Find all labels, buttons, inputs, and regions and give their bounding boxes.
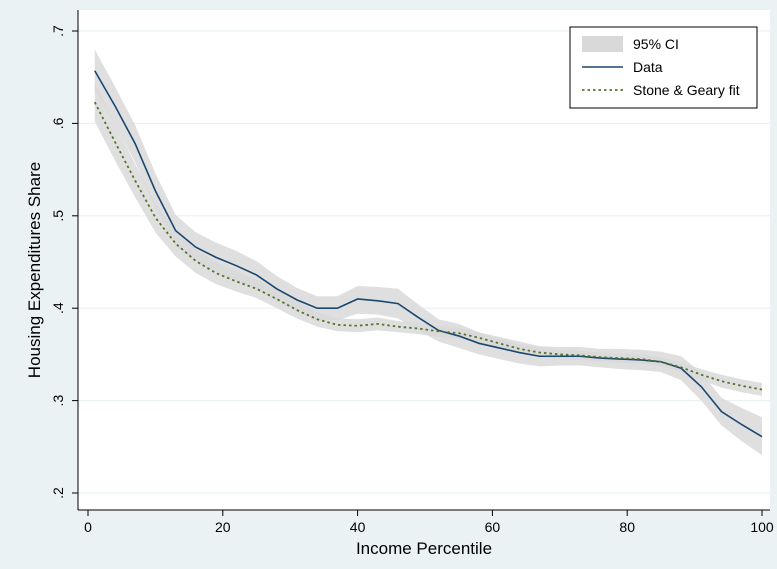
y-tick-label-1: .3 — [50, 395, 66, 407]
x-tick-label-2: 40 — [350, 519, 366, 535]
x-tick-label-1: 20 — [215, 519, 231, 535]
x-tick-label-0: 0 — [84, 519, 92, 535]
y-tick-label-5: .7 — [50, 25, 66, 37]
y-tick-label-2: .4 — [50, 302, 66, 314]
axes: 0 20 40 60 80 100 .2 .3 .4 .5 .6 .7 — [50, 10, 774, 535]
x-axis-label: Income Percentile — [356, 539, 492, 558]
y-axis-label: Housing Expenditures Share — [25, 162, 44, 378]
legend: 95% CI Data Stone & Geary fit — [569, 26, 758, 109]
x-tick-label-3: 60 — [485, 519, 501, 535]
legend-label-1: Data — [633, 59, 663, 75]
confidence-bands — [94, 49, 763, 456]
legend-label-2: Stone & Geary fit — [633, 82, 740, 98]
x-tick-label-5: 100 — [750, 519, 774, 535]
y-tick-label-0: .2 — [50, 487, 66, 499]
ci-band-1 — [94, 82, 763, 396]
series-line-0 — [94, 70, 763, 438]
series-lines — [93, 70, 763, 438]
y-tick-label-4: .6 — [50, 117, 66, 129]
legend-swatch-ci — [582, 36, 623, 52]
x-tick-label-4: 80 — [619, 519, 635, 535]
y-tick-label-3: .5 — [50, 210, 66, 222]
legend-label-0: 95% CI — [633, 36, 679, 52]
